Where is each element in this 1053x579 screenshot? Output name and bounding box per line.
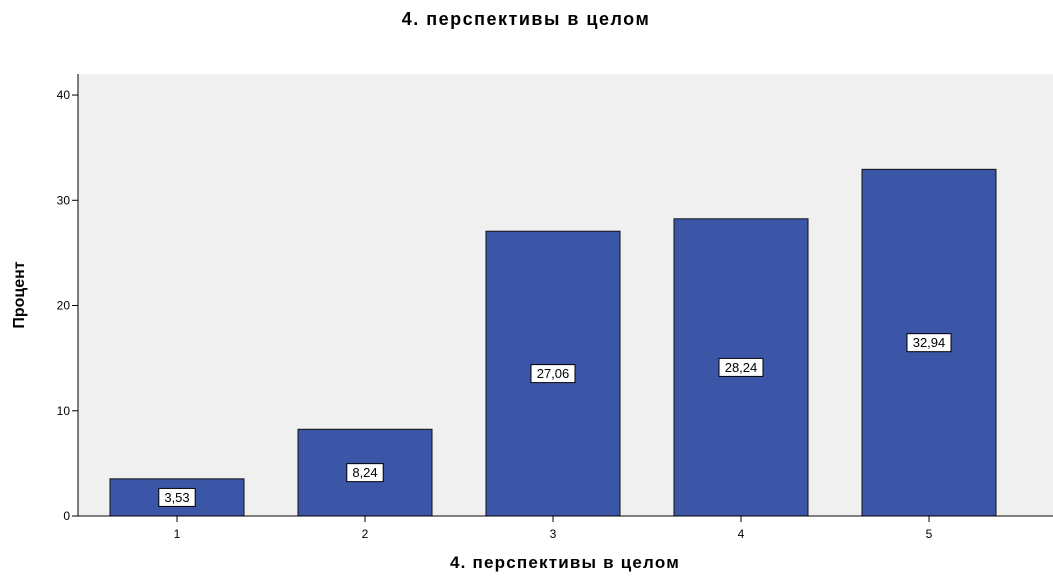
y-tick-label: 20 <box>57 299 71 313</box>
data-label: 32,94 <box>913 335 946 350</box>
x-axis: 1 2 3 4 5 <box>174 516 933 541</box>
y-tick-label: 0 <box>63 509 70 523</box>
data-labels: 3,53 8,24 27,06 28,24 32,94 <box>158 333 952 507</box>
data-label-box <box>530 364 576 384</box>
y-tick-label: 40 <box>57 88 71 102</box>
data-label: 8,24 <box>352 465 377 480</box>
data-label-box <box>906 333 952 353</box>
chart-title: 4. перспективы в целом <box>402 9 651 29</box>
data-label-box <box>718 357 764 377</box>
y-axis-label: Процент <box>11 261 28 328</box>
x-tick-label: 4 <box>738 527 745 541</box>
data-label: 3,53 <box>164 490 189 505</box>
data-label-box <box>158 487 196 507</box>
y-tick-label: 10 <box>57 404 71 418</box>
x-tick-label: 1 <box>174 527 181 541</box>
x-axis-label: 4. перспективы в целом <box>450 553 680 572</box>
y-axis: 0 10 20 30 40 <box>57 88 78 523</box>
data-label-box <box>346 463 384 483</box>
x-tick-label: 5 <box>926 527 933 541</box>
y-tick-label: 30 <box>57 193 71 207</box>
x-tick-label: 2 <box>362 527 369 541</box>
x-tick-label: 3 <box>550 527 557 541</box>
data-label: 28,24 <box>725 360 758 375</box>
data-label: 27,06 <box>537 366 570 381</box>
